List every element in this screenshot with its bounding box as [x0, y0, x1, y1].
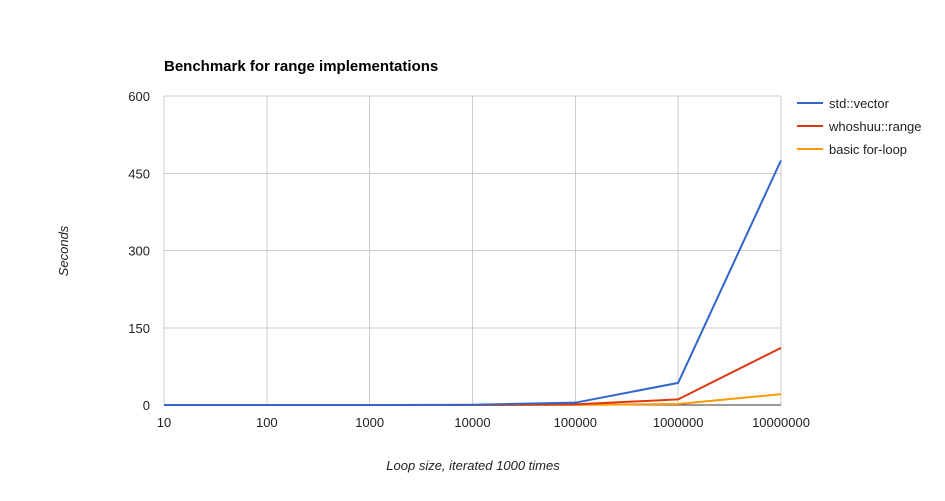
y-tick-label-2: 300 — [128, 244, 150, 259]
y-axis-label: Seconds — [56, 225, 71, 276]
legend-label-1: whoshuu::range — [828, 119, 922, 134]
y-tick-label-1: 150 — [128, 321, 150, 336]
x-tick-label-1: 100 — [256, 415, 278, 430]
x-tick-label-5: 1000000 — [653, 415, 704, 430]
x-tick-label-3: 10000 — [454, 415, 490, 430]
series-lines — [164, 159, 782, 406]
x-axis-label: Loop size, iterated 1000 times — [386, 458, 560, 473]
y-tick-label-4: 600 — [128, 89, 150, 104]
y-tick-label-0: 0 — [143, 398, 150, 413]
y-tick-label-3: 450 — [128, 166, 150, 181]
x-tick-label-6: 10000000 — [752, 415, 810, 430]
legend-label-0: std::vector — [829, 96, 890, 111]
x-tick-label-2: 1000 — [355, 415, 384, 430]
x-tick-label-4: 100000 — [554, 415, 597, 430]
x-tick-label-0: 10 — [157, 415, 171, 430]
chart-title: Benchmark for range implementations — [164, 58, 438, 75]
x-axis-ticks: 10 100 1000 10000 100000 1000000 10000000 — [157, 415, 810, 430]
legend-label-2: basic for-loop — [829, 142, 907, 157]
y-axis-ticks: 0 150 300 450 600 — [128, 89, 150, 413]
series-line-0 — [164, 159, 782, 406]
